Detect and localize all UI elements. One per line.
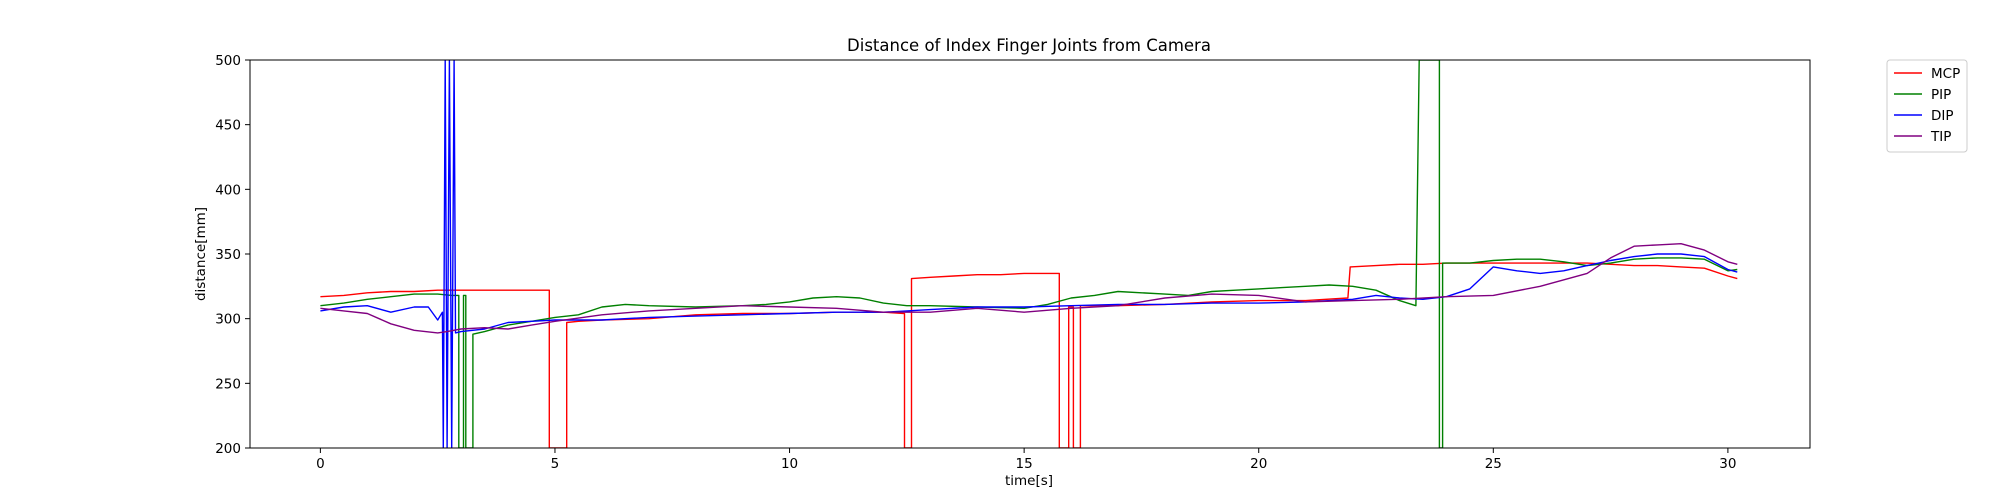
legend-label-dip: DIP	[1931, 108, 1954, 124]
plot-area	[320, 60, 1738, 448]
legend-label-pip: PIP	[1931, 87, 1951, 103]
x-tick-label: 5	[551, 456, 560, 472]
series-line-mcp	[320, 262, 1738, 448]
x-tick-label: 10	[781, 456, 798, 472]
chart-title: Distance of Index Finger Joints from Cam…	[847, 36, 1211, 55]
y-tick-label: 500	[215, 53, 241, 69]
y-tick-label: 350	[215, 247, 241, 263]
x-axis-label: time[s]	[1005, 473, 1053, 489]
x-axis: 0 5 10 15 20 25 30	[316, 448, 1736, 472]
legend-label-mcp: MCP	[1931, 66, 1960, 82]
x-tick-label: 15	[1016, 456, 1033, 472]
series-line-tip	[320, 242, 1738, 334]
y-tick-label: 450	[215, 118, 241, 134]
y-tick-label: 300	[215, 312, 241, 328]
y-tick-label: 400	[215, 182, 241, 198]
x-tick-label: 20	[1250, 456, 1267, 472]
x-tick-label: 30	[1719, 456, 1736, 472]
y-tick-label: 250	[215, 376, 241, 392]
y-axis: 200 250 300 350 400 450 500	[215, 53, 250, 457]
x-tick-label: 25	[1485, 456, 1502, 472]
legend-label-tip: TIP	[1930, 129, 1951, 145]
legend: MCP PIP DIP TIP	[1886, 59, 1968, 153]
series-line-dip	[320, 60, 1738, 448]
y-tick-label: 200	[215, 441, 241, 457]
y-axis-label: distance[mm]	[193, 207, 209, 301]
legend-box	[1886, 59, 1968, 153]
x-tick-label: 0	[316, 456, 325, 472]
